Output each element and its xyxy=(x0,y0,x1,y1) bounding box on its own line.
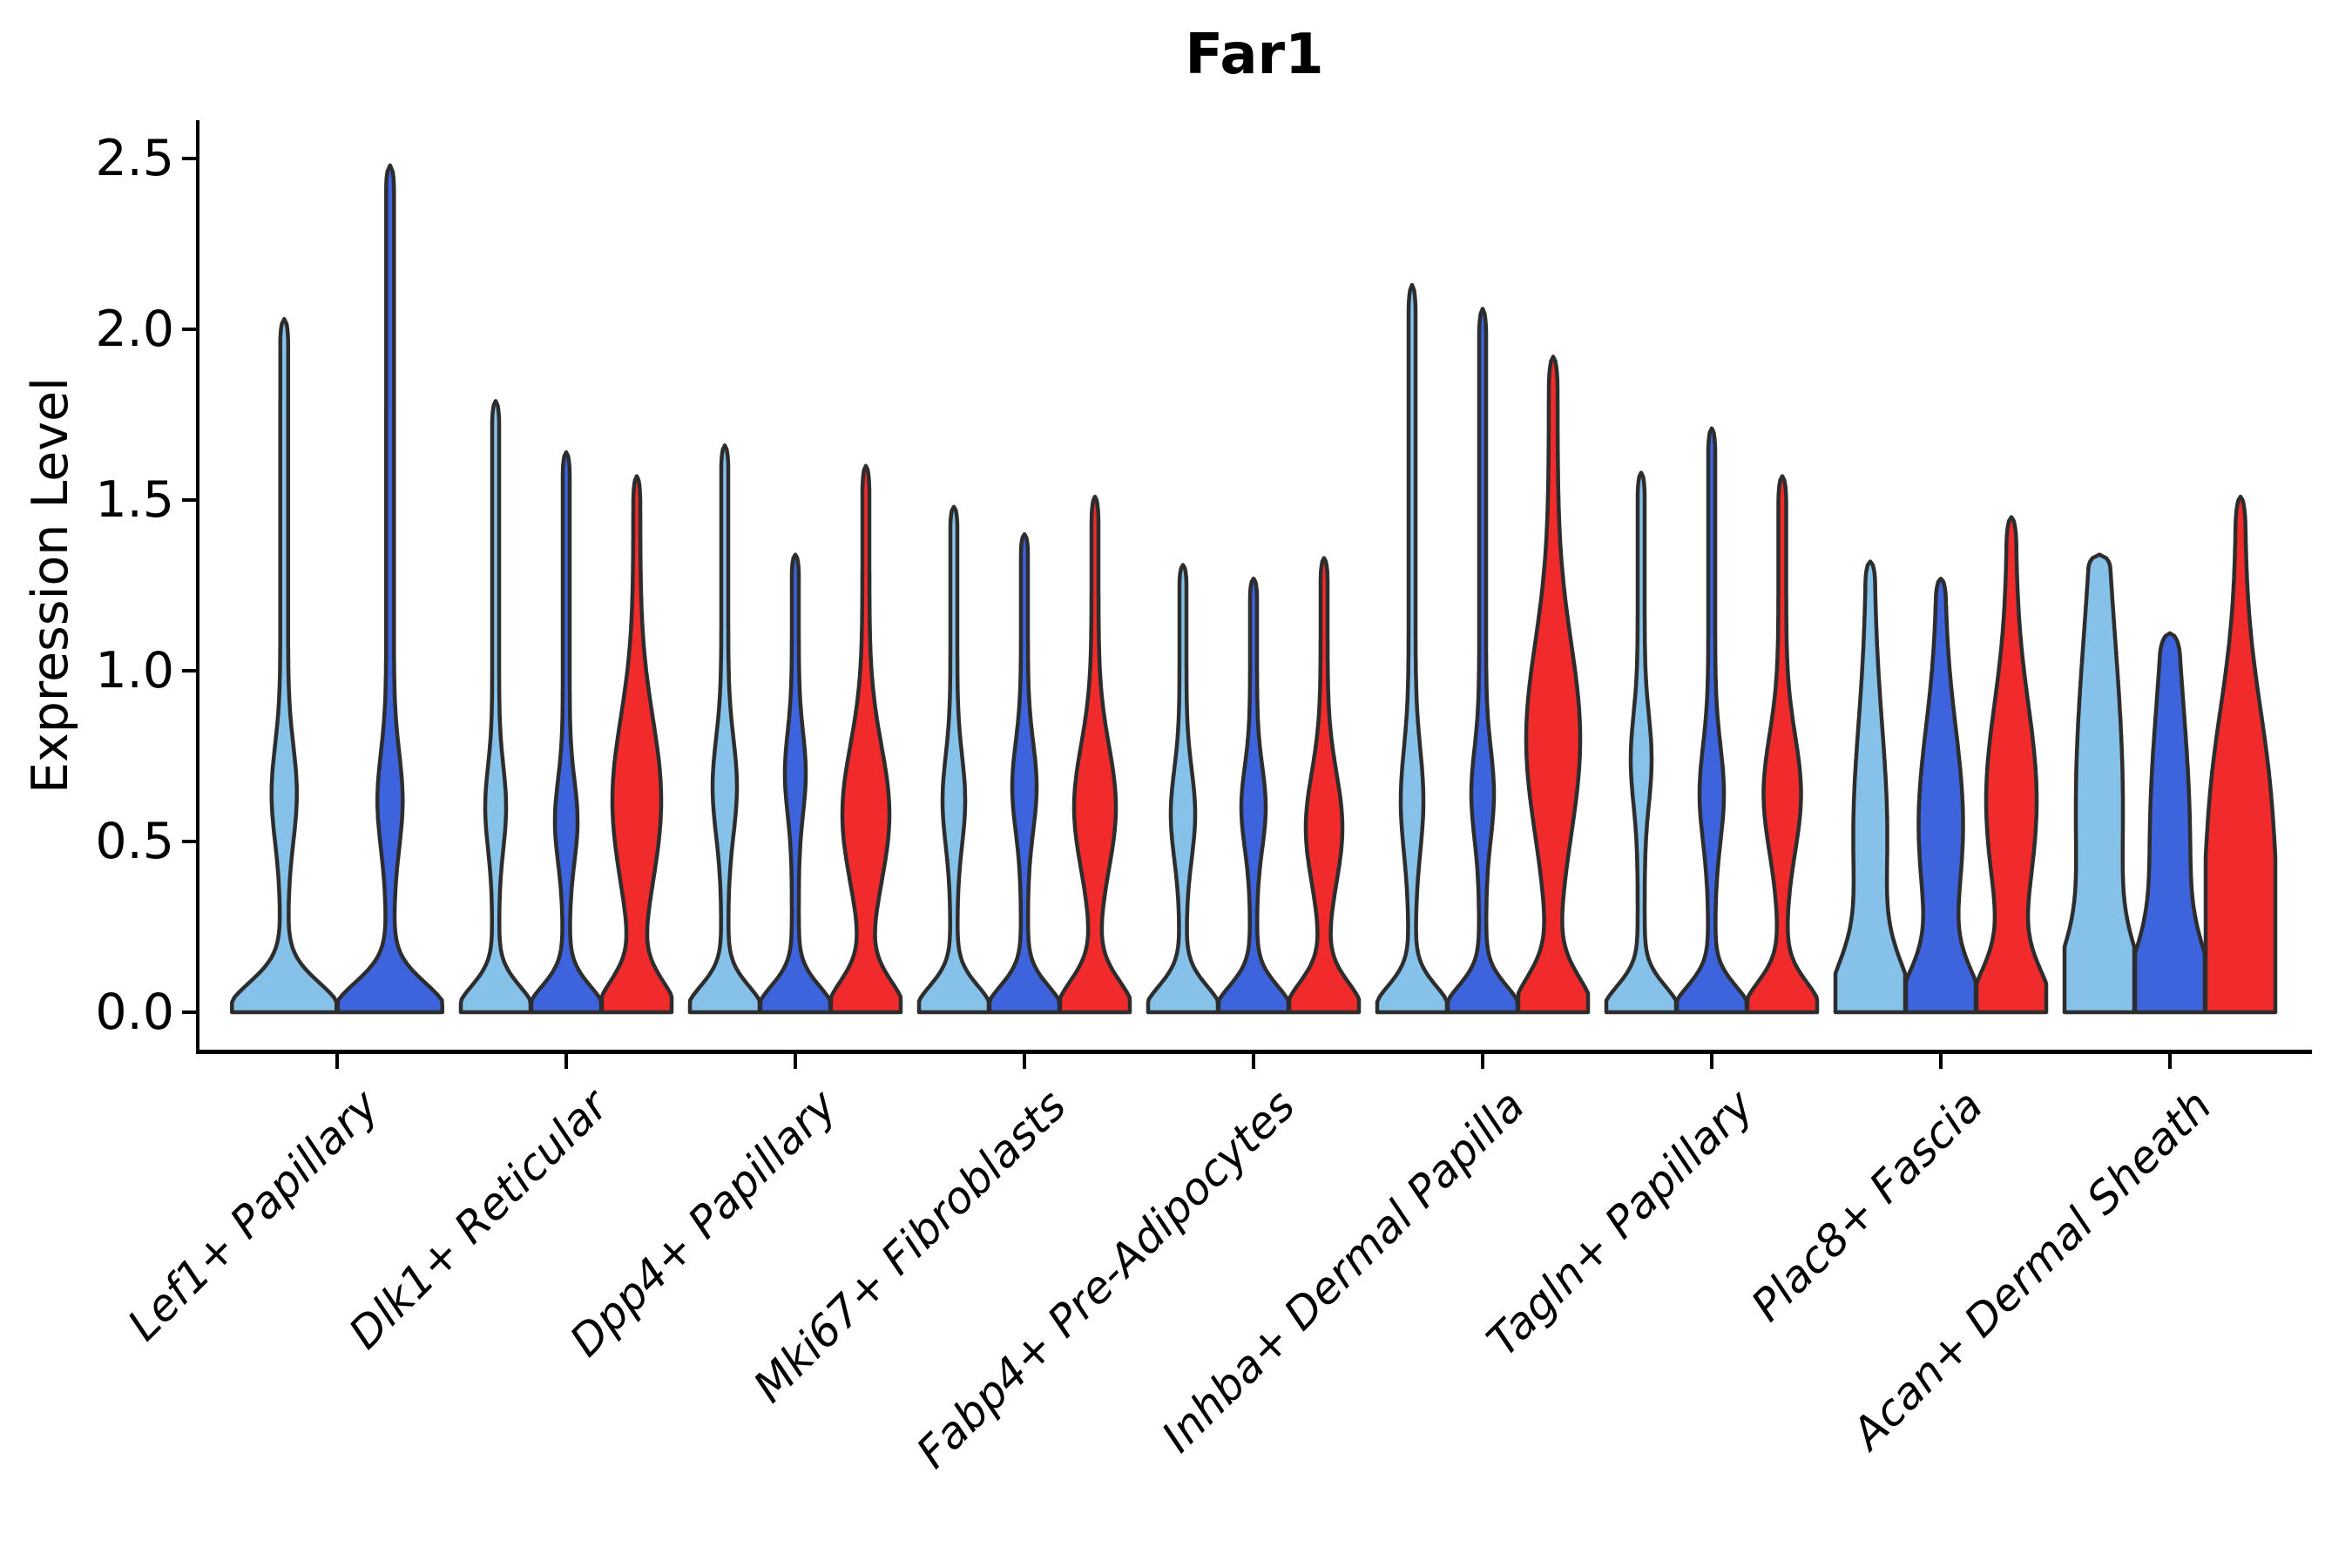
violin xyxy=(1604,470,1679,1015)
violin xyxy=(1375,282,1450,1015)
y-tick-mark xyxy=(182,157,198,160)
y-tick-mark xyxy=(182,498,198,502)
violin xyxy=(1516,355,1591,1015)
violin xyxy=(230,316,339,1015)
x-tick-mark xyxy=(794,1053,797,1069)
x-tick-mark xyxy=(1023,1053,1026,1069)
y-axis-label: Expression Level xyxy=(22,377,79,794)
violin xyxy=(1974,515,2049,1015)
violin xyxy=(2203,494,2278,1015)
violin xyxy=(1745,474,1820,1015)
violin xyxy=(1287,556,1362,1015)
x-tick-mark xyxy=(1710,1053,1713,1069)
x-tick-mark xyxy=(335,1053,339,1069)
y-tick-mark xyxy=(182,1010,198,1014)
violin xyxy=(828,463,903,1015)
x-tick-mark xyxy=(2168,1053,2172,1069)
violin xyxy=(1674,426,1749,1015)
violin xyxy=(1216,576,1291,1015)
y-tick-label: 2.0 xyxy=(95,301,174,358)
violin xyxy=(1445,307,1520,1015)
violin xyxy=(687,443,762,1015)
violin xyxy=(1146,563,1220,1015)
violin xyxy=(916,504,991,1015)
violin xyxy=(599,474,674,1015)
x-tick-mark xyxy=(564,1053,568,1069)
x-tick-mark xyxy=(1252,1053,1255,1069)
violin xyxy=(758,552,833,1015)
violin xyxy=(529,449,604,1015)
violin xyxy=(1833,559,1908,1015)
x-tick-mark xyxy=(1939,1053,1943,1069)
violin xyxy=(1058,494,1132,1015)
violin xyxy=(335,163,445,1015)
y-tick-mark xyxy=(182,840,198,843)
y-tick-label: 0.0 xyxy=(95,983,174,1041)
violin xyxy=(987,531,1062,1015)
y-axis-spine xyxy=(196,120,199,1054)
y-tick-label: 1.5 xyxy=(95,471,174,529)
x-axis-spine xyxy=(196,1050,2312,1054)
violin xyxy=(2062,552,2137,1015)
violin xyxy=(2132,631,2207,1015)
y-tick-mark xyxy=(182,669,198,672)
y-tick-label: 1.0 xyxy=(95,642,174,700)
x-tick-mark xyxy=(1481,1053,1484,1069)
y-tick-label: 0.5 xyxy=(95,813,174,870)
y-tick-mark xyxy=(182,328,198,331)
y-tick-label: 2.5 xyxy=(95,130,174,187)
chart-title: Far1 xyxy=(1185,23,1324,87)
violin xyxy=(458,399,533,1015)
violin xyxy=(1903,576,1978,1015)
